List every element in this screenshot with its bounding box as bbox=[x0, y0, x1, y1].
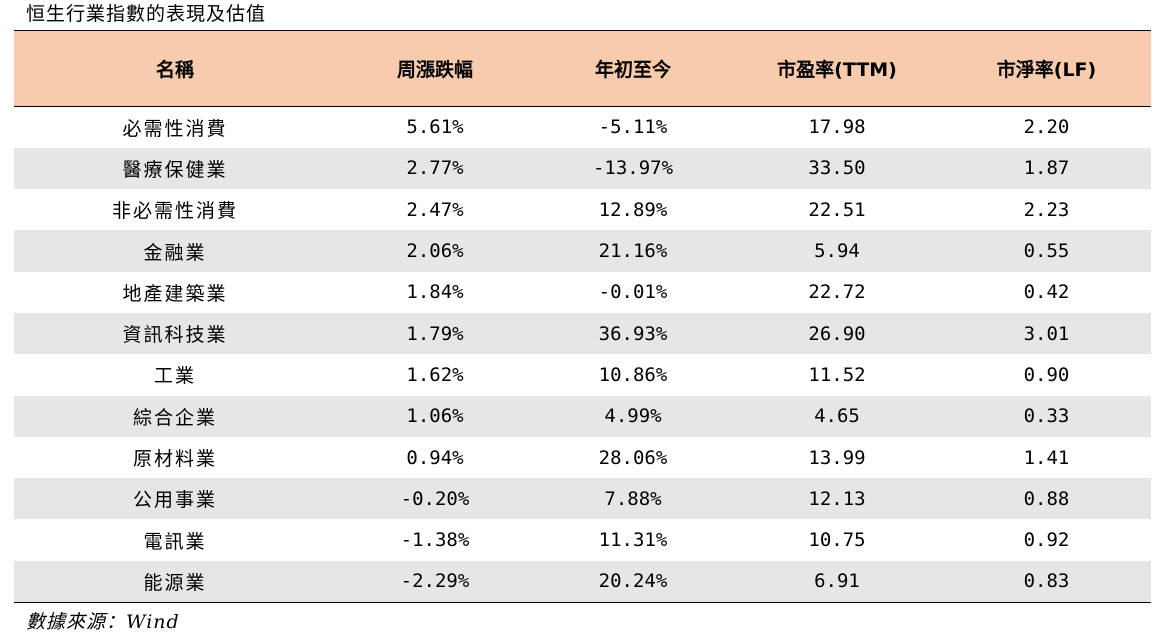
cell-name: 綜合企業 bbox=[132, 406, 217, 429]
data-source-note: 數據來源：Wind bbox=[26, 611, 180, 633]
cell-ytd: -0.01% bbox=[598, 281, 668, 304]
cell-name: 公用事業 bbox=[132, 489, 217, 512]
industry-index-table: 名稱 周漲跌幅 年初至今 市盈率(TTM) 市淨率(LF) 必需性消費 5.61%… bbox=[14, 30, 1151, 603]
table-row: 地產建築業 1.84% -0.01% 22.72 0.42 bbox=[14, 272, 1151, 313]
page-title: 恒生行業指數的表現及估值 bbox=[26, 3, 267, 25]
cell-pe-ttm: 33.50 bbox=[808, 157, 866, 180]
cell-name: 原材料業 bbox=[132, 448, 217, 471]
cell-pb-lf: 3.01 bbox=[1023, 322, 1070, 345]
table-row: 能源業 -2.29% 20.24% 6.91 0.83 bbox=[14, 560, 1151, 603]
cell-ytd: 11.31% bbox=[598, 529, 668, 552]
cell-pb-lf: 0.83 bbox=[942, 560, 1151, 603]
cell-pe-ttm: 17.98 bbox=[808, 116, 866, 139]
cell-pb-lf: 2.20 bbox=[1023, 116, 1070, 139]
header-pb-lf: 市淨率(LF) bbox=[942, 30, 1151, 107]
header-row: 名稱 周漲跌幅 年初至今 市盈率(TTM) 市淨率(LF) bbox=[14, 30, 1151, 107]
cell-pb-lf: 0.33 bbox=[1023, 405, 1070, 428]
cell-pe-ttm: 22.72 bbox=[808, 281, 866, 304]
table-row: 必需性消費 5.61% -5.11% 17.98 2.20 bbox=[14, 107, 1151, 148]
cell-weekly-change: 2.06% bbox=[406, 240, 464, 263]
table-row: 原材料業 0.94% 28.06% 13.99 1.41 bbox=[14, 437, 1151, 478]
cell-name: 能源業 bbox=[14, 560, 336, 603]
cell-pe-ttm: 13.99 bbox=[808, 446, 866, 469]
table-row: 電訊業 -1.38% 11.31% 10.75 0.92 bbox=[14, 519, 1151, 560]
table-row: 資訊科技業 1.79% 36.93% 26.90 3.01 bbox=[14, 312, 1151, 355]
cell-weekly-change: 2.47% bbox=[406, 198, 464, 221]
table-row: 金融業 2.06% 21.16% 5.94 0.55 bbox=[14, 230, 1151, 272]
cell-weekly-change: -2.29% bbox=[336, 560, 534, 603]
cell-name: 資訊科技業 bbox=[122, 324, 228, 347]
cell-ytd: 36.93% bbox=[598, 322, 668, 345]
cell-pe-ttm: 5.94 bbox=[814, 240, 860, 263]
cell-pe-ttm: 22.51 bbox=[808, 198, 866, 221]
cell-name: 工業 bbox=[153, 365, 196, 388]
cell-name: 必需性消費 bbox=[122, 117, 228, 140]
cell-ytd: -5.11% bbox=[598, 116, 668, 139]
cell-pe-ttm: 12.13 bbox=[808, 487, 866, 510]
cell-pe-ttm: 10.75 bbox=[808, 529, 866, 552]
cell-weekly-change: 5.61% bbox=[406, 116, 464, 139]
table-row: 綜合企業 1.06% 4.99% 4.65 0.33 bbox=[14, 395, 1151, 437]
cell-ytd: 4.99% bbox=[604, 405, 662, 428]
cell-ytd: 10.86% bbox=[598, 363, 668, 386]
cell-pb-lf: 0.90 bbox=[1023, 363, 1070, 386]
cell-ytd: 20.24% bbox=[534, 560, 732, 603]
cell-pb-lf: 0.55 bbox=[1023, 240, 1070, 263]
cell-weekly-change: 0.94% bbox=[406, 446, 464, 469]
cell-name: 電訊業 bbox=[143, 530, 207, 553]
table-row: 醫療保健業 2.77% -13.97% 33.50 1.87 bbox=[14, 147, 1151, 190]
table-row: 工業 1.62% 10.86% 11.52 0.90 bbox=[14, 354, 1151, 395]
header-pe-ttm: 市盈率(TTM) bbox=[732, 30, 942, 107]
table-header: 名稱 周漲跌幅 年初至今 市盈率(TTM) 市淨率(LF) bbox=[14, 30, 1151, 107]
cell-pe-ttm: 11.52 bbox=[808, 363, 866, 386]
header-ytd: 年初至今 bbox=[534, 30, 732, 107]
cell-ytd: 21.16% bbox=[598, 240, 668, 263]
cell-pb-lf: 1.41 bbox=[1023, 446, 1070, 469]
cell-ytd: 28.06% bbox=[598, 446, 668, 469]
cell-pb-lf: 0.88 bbox=[1023, 487, 1070, 510]
cell-name: 醫療保健業 bbox=[122, 158, 228, 181]
table-row: 公用事業 -0.20% 7.88% 12.13 0.88 bbox=[14, 478, 1151, 520]
cell-weekly-change: 1.79% bbox=[406, 322, 464, 345]
cell-weekly-change: -0.20% bbox=[400, 487, 470, 510]
cell-weekly-change: 1.84% bbox=[406, 281, 464, 304]
cell-pe-ttm: 4.65 bbox=[814, 405, 860, 428]
cell-pb-lf: 1.87 bbox=[1023, 157, 1070, 180]
cell-pb-lf: 0.42 bbox=[1023, 281, 1070, 304]
header-weekly-change: 周漲跌幅 bbox=[336, 30, 534, 107]
cell-ytd: 12.89% bbox=[598, 198, 668, 221]
header-name: 名稱 bbox=[14, 30, 336, 107]
cell-weekly-change: 2.77% bbox=[406, 157, 464, 180]
cell-weekly-change: -1.38% bbox=[400, 529, 470, 552]
cell-weekly-change: 1.62% bbox=[406, 363, 464, 386]
cell-ytd: 7.88% bbox=[604, 487, 662, 510]
cell-pb-lf: 0.92 bbox=[1023, 529, 1070, 552]
cell-pb-lf: 2.23 bbox=[1023, 198, 1070, 221]
cell-pe-ttm: 6.91 bbox=[732, 560, 942, 603]
cell-name: 金融業 bbox=[143, 241, 207, 264]
cell-ytd: -13.97% bbox=[592, 157, 674, 180]
cell-pe-ttm: 26.90 bbox=[808, 322, 866, 345]
table-body: 必需性消費 5.61% -5.11% 17.98 2.20 醫療保健業 2.77% -13.9… bbox=[14, 107, 1151, 603]
cell-weekly-change: 1.06% bbox=[406, 405, 464, 428]
cell-name: 地產建築業 bbox=[122, 282, 228, 305]
cell-name: 非必需性消費 bbox=[111, 200, 238, 223]
table-row: 非必需性消費 2.47% 12.89% 22.51 2.23 bbox=[14, 189, 1151, 230]
